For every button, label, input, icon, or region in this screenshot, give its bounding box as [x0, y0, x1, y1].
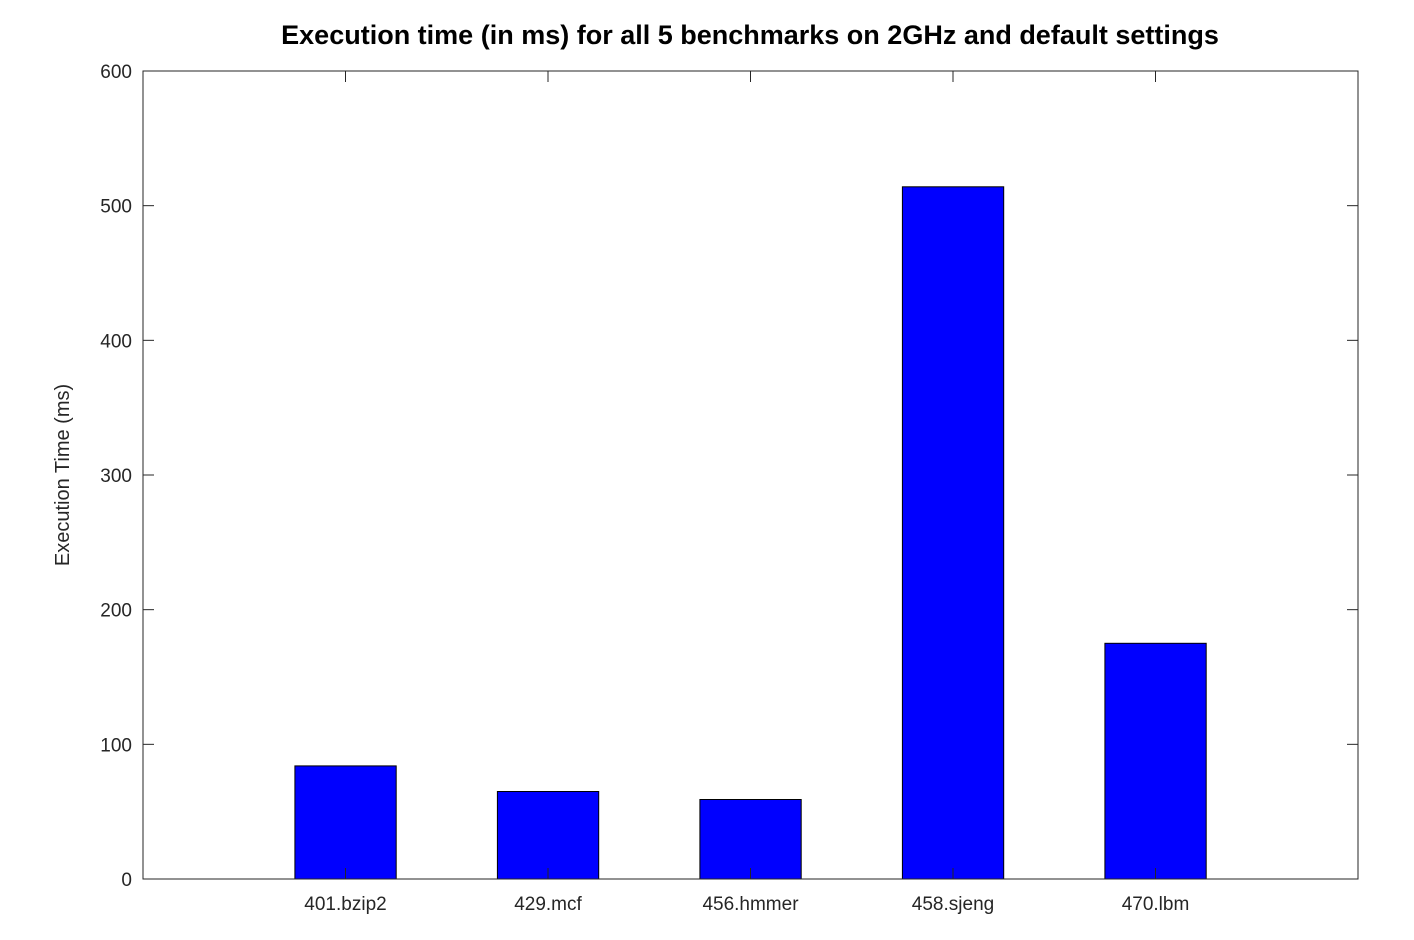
y-tick-label: 400 [100, 331, 132, 352]
y-tick-label: 600 [100, 62, 132, 83]
bars-layer [294, 186, 1207, 880]
x-tick-label: 458.sjeng [912, 894, 994, 915]
plot-area-frame [142, 70, 1359, 880]
y-axis-label: Execution Time (ms) [52, 384, 74, 566]
bar-458.sjeng [901, 186, 1005, 880]
tick-labels-layer: 401.bzip2 429.mcf 456.hmmer 458.sjeng 470.lb… [100, 62, 1189, 915]
bar-456.hmmer [699, 799, 802, 880]
chart-title: Execution time (in ms) for all 5 benchma… [281, 20, 1219, 50]
x-tick-label: 470.lbm [1122, 894, 1190, 915]
x-tick-label: 401.bzip2 [304, 894, 386, 915]
y-tick-label: 100 [100, 735, 132, 756]
y-tick-label: 0 [121, 870, 132, 891]
bar-429.mcf [496, 791, 600, 880]
y-tick-label: 200 [100, 601, 132, 622]
x-tick-label: 456.hmmer [702, 894, 799, 915]
y-tick-label: 300 [100, 466, 132, 487]
x-tick-label: 429.mcf [514, 894, 582, 915]
bar-401.bzip2 [294, 765, 397, 880]
bar-470.lbm [1104, 642, 1207, 880]
y-tick-label: 500 [100, 197, 132, 218]
